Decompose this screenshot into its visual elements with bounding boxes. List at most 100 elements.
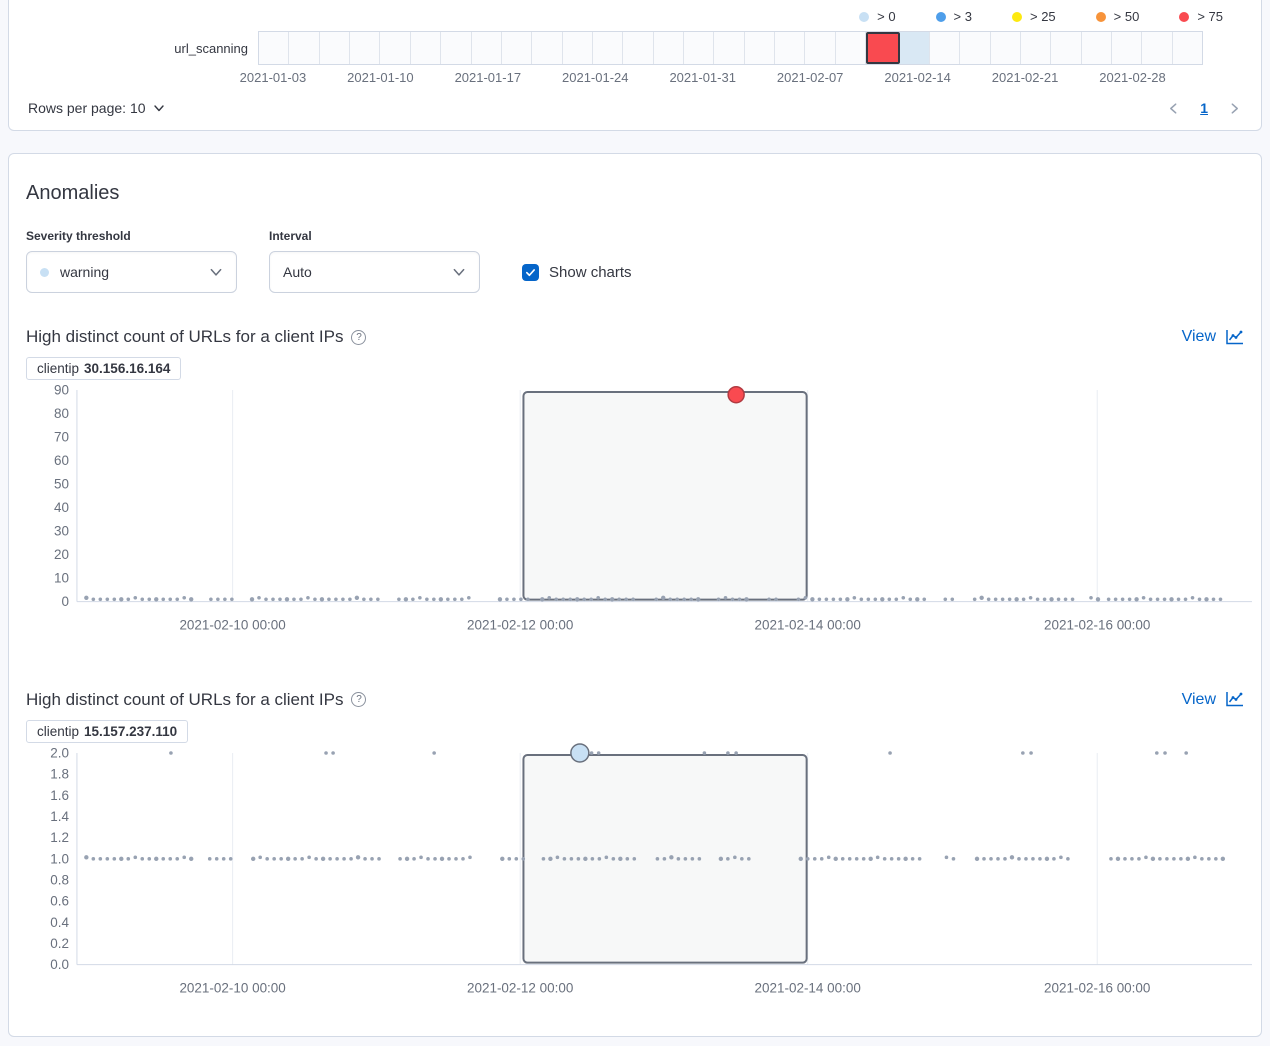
- y-axis-tick-label: 0.0: [50, 957, 69, 972]
- y-axis-tick-label: 0.6: [50, 893, 69, 908]
- chart-title: High distinct count of URLs for a client…: [26, 327, 344, 346]
- view-link-label: View: [1181, 328, 1216, 345]
- swimlane-cell[interactable]: [1173, 32, 1202, 64]
- y-axis-tick-label: 10: [54, 571, 69, 586]
- swimlane-cell[interactable]: [1112, 32, 1143, 64]
- swimlane-cell[interactable]: [684, 32, 715, 64]
- selected-time-range[interactable]: [522, 390, 808, 601]
- legend-label: > 0: [877, 9, 896, 24]
- view-link-label: View: [1181, 690, 1216, 708]
- swimlane-cell[interactable]: [1021, 32, 1052, 64]
- swimlane-cell[interactable]: [836, 32, 867, 64]
- swimlane-axis-label: 2021-01-31: [669, 70, 736, 85]
- rows-per-page-button[interactable]: Rows per page: 10: [28, 100, 165, 116]
- swimlane-cell[interactable]: [745, 32, 776, 64]
- swimlane-cell[interactable]: [441, 32, 472, 64]
- swimlane-cell[interactable]: [899, 32, 930, 64]
- swimlane-axis: 2021-01-03 2021-01-10 2021-01-17 2021-01-24…: [240, 70, 1203, 90]
- swimlane-cell[interactable]: [1051, 32, 1082, 64]
- view-link[interactable]: View: [1182, 328, 1244, 346]
- swimlane-cell[interactable]: [960, 32, 991, 64]
- swimlane-cell[interactable]: [1082, 32, 1113, 64]
- swimlane-cell[interactable]: [289, 32, 320, 64]
- interval-field: Interval Auto: [269, 229, 480, 293]
- swimlane-cell[interactable]: [805, 32, 836, 64]
- anomaly-marker[interactable]: [727, 385, 745, 404]
- swimlane-cell[interactable]: [1142, 32, 1173, 64]
- y-axis-tick-label: 0: [61, 594, 69, 609]
- y-axis-tick-label: 50: [54, 477, 69, 492]
- swimlane-cell[interactable]: [350, 32, 381, 64]
- swimlane-cell[interactable]: [623, 32, 654, 64]
- legend-item[interactable]: > 75: [1179, 9, 1223, 24]
- next-page-button[interactable]: [1228, 102, 1241, 115]
- legend-item[interactable]: > 50: [1095, 9, 1140, 24]
- y-axis-tick-label: 70: [54, 430, 69, 445]
- swimlane-cell[interactable]: [930, 32, 961, 64]
- swimlane-cell[interactable]: [593, 32, 624, 64]
- anomaly-chart[interactable]: 2.0 1.8 1.6 1.4 1.2 1.0 0.8 0.6 0.4 0.2 0.0 2021-02…: [26, 742, 1252, 1007]
- entity-value: 30.156.16.164: [84, 361, 171, 376]
- entity-badge[interactable]: clientip 30.156.16.164: [26, 357, 182, 380]
- anomalies-panel: Anomalies Severity threshold warning Int…: [8, 153, 1262, 1038]
- legend-label: > 75: [1197, 9, 1223, 24]
- y-axis-tick-label: 90: [54, 382, 69, 397]
- interval-select[interactable]: Auto: [269, 251, 480, 293]
- severity-threshold-value: warning: [60, 264, 110, 280]
- severity-dot-icon: [1095, 11, 1106, 22]
- anomaly-chart-plot[interactable]: 2.0 1.8 1.6 1.4 1.2 1.0 0.8 0.6 0.4 0.2 0.0 2021-02…: [26, 742, 1252, 1007]
- chart-title: High distinct count of URLs for a client…: [26, 689, 344, 709]
- y-axis-tick-label: 1.2: [50, 830, 69, 845]
- x-axis-tick-label: 2021-02-16 00:00: [1044, 618, 1150, 633]
- anomaly-chart-section-2: High distinct count of URLs for a client…: [26, 680, 1252, 1007]
- anomaly-chart[interactable]: 90 80 70 60 50 40 30 20 10 0 2021-02-10 00:00 2021-…: [26, 382, 1252, 644]
- swimlane-cell[interactable]: [532, 32, 563, 64]
- swimlane-cell[interactable]: [411, 32, 442, 64]
- info-icon[interactable]: ?: [351, 692, 367, 708]
- show-charts-checkbox[interactable]: [522, 264, 539, 281]
- previous-page-button[interactable]: [1167, 102, 1180, 115]
- swimlane-cell[interactable]: [563, 32, 593, 64]
- swimlane-cell[interactable]: [502, 32, 533, 64]
- view-link[interactable]: View: [1182, 691, 1244, 709]
- show-charts-control[interactable]: Show charts: [522, 264, 632, 281]
- swimlane-cell[interactable]: [654, 32, 685, 64]
- legend-item[interactable]: > 0: [859, 9, 896, 24]
- info-icon[interactable]: ?: [351, 329, 367, 345]
- swimlane-cell[interactable]: [866, 32, 900, 64]
- y-axis-tick-label: 0.4: [50, 914, 69, 929]
- swimlane-cell[interactable]: [775, 32, 806, 64]
- swimlane-cell[interactable]: [714, 32, 745, 64]
- legend-item[interactable]: > 25: [1011, 9, 1056, 24]
- page-number[interactable]: 1: [1200, 100, 1208, 116]
- severity-threshold-label: Severity threshold: [26, 229, 131, 243]
- swimlane-cell[interactable]: [320, 32, 351, 64]
- swimlane-cell[interactable]: [991, 32, 1021, 64]
- anomalies-heading: Anomalies: [26, 182, 120, 204]
- legend-item[interactable]: > 3: [935, 9, 972, 24]
- anomaly-timeline-panel: > 0 > 3 > 25 > 50 > 75 url_scanning 2021-01-…: [8, 0, 1262, 131]
- swimlane-cell[interactable]: [380, 32, 411, 64]
- swimlane-lane[interactable]: [258, 31, 1203, 65]
- entity-badge[interactable]: clientip 15.157.237.110: [26, 719, 189, 743]
- entity-field: clientip: [37, 723, 80, 739]
- x-axis-tick-label: 2021-02-12 00:00: [467, 618, 573, 633]
- swimlane-axis-label: 2021-02-14: [884, 70, 951, 85]
- y-axis-tick-label: 30: [54, 524, 69, 539]
- anomaly-chart-plot[interactable]: 90 80 70 60 50 40 30 20 10 0 2021-02-10 00:00 2021-…: [26, 382, 1252, 644]
- interval-label: Interval: [269, 229, 312, 243]
- y-axis-tick-label: 20: [54, 547, 69, 562]
- anomaly-marker[interactable]: [570, 742, 590, 763]
- y-axis-tick-label: 1.4: [50, 809, 69, 824]
- severity-dot-icon: [1179, 11, 1190, 22]
- show-charts-label: Show charts: [549, 264, 632, 281]
- severity-dot-icon: [859, 11, 870, 22]
- x-axis-tick-label: 2021-02-10 00:00: [179, 980, 285, 995]
- legend-label: > 50: [1113, 9, 1140, 24]
- severity-threshold-select[interactable]: warning: [26, 251, 237, 293]
- swimlane-cell[interactable]: [259, 32, 290, 64]
- swimlane-cell[interactable]: [472, 32, 502, 64]
- swimlane-axis-label: 2021-01-17: [454, 70, 522, 85]
- line-chart-icon: [1226, 329, 1243, 344]
- check-icon: [526, 269, 535, 277]
